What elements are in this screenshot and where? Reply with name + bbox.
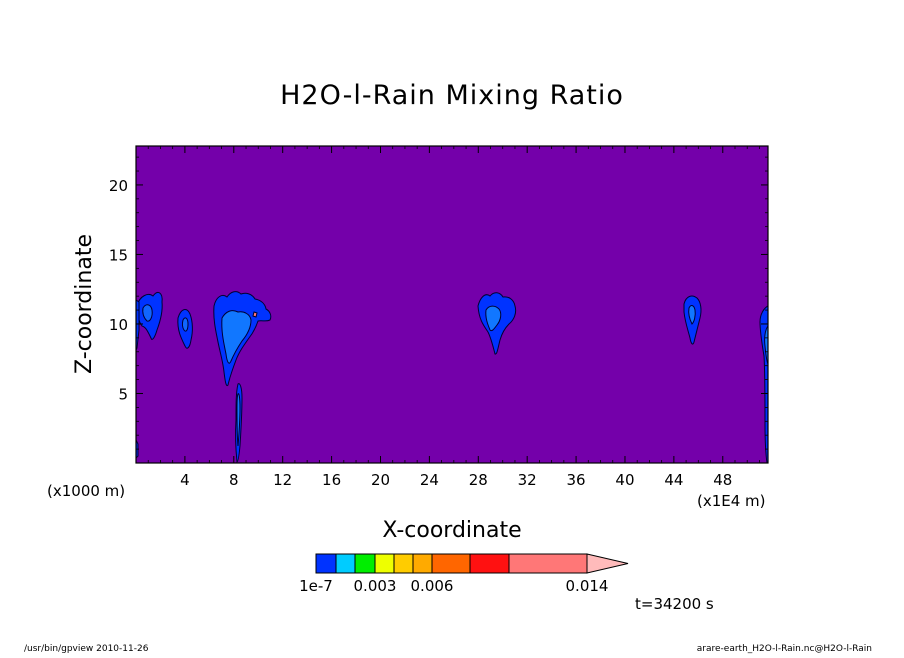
y-axis-title: Z-coordinate [72, 234, 97, 374]
x-tick-label: 40 [615, 471, 634, 489]
time-label: t=34200 s [635, 595, 714, 613]
x-tick-label: 44 [664, 471, 683, 489]
x-axis-title: X-coordinate [382, 518, 521, 543]
colorbar-swatch [354, 553, 376, 574]
colorbar-labels: 1e-7 0.003 0.006 0.014 [299, 577, 608, 595]
rain-cell-detail [252, 311, 258, 318]
colorbar-swatch [412, 553, 433, 574]
colorbar-swatch [335, 553, 356, 574]
chart-title: H2O-l-Rain Mixing Ratio [280, 80, 624, 111]
y-tick-label: 20 [109, 177, 128, 195]
x-tick-scale-label: (x1E4 m) [697, 492, 766, 510]
rain-cell-core [236, 393, 241, 447]
y-tick-label: 5 [118, 385, 128, 403]
colorbar-tick-label: 0.006 [411, 577, 454, 595]
colorbar-tick-label: 1e-7 [299, 577, 333, 595]
rain-cell-core [142, 304, 153, 322]
colorbar-swatch [469, 553, 510, 574]
rain-cell-core [485, 305, 502, 332]
y-tick-label: 15 [109, 246, 128, 264]
colorbar-swatch [508, 553, 588, 574]
footer-left: /usr/bin/gpview 2010-11-26 [24, 644, 149, 654]
x-tick-label: 48 [713, 471, 732, 489]
x-unit-label: (x1000 m) [47, 482, 125, 500]
x-tick-label: 4 [180, 471, 190, 489]
rain-cell-core [181, 317, 189, 332]
colorbar-tick-label: 0.003 [354, 577, 397, 595]
x-tick-label: 12 [273, 471, 292, 489]
colorbar-tick-label: 0.014 [566, 577, 609, 595]
rain-cell-core [688, 305, 696, 325]
colorbar [315, 553, 629, 574]
colorbar-swatch [315, 553, 337, 574]
colorbar-swatch [374, 553, 395, 574]
colorbar-extension [586, 553, 629, 574]
rain-contours [135, 291, 769, 464]
colorbar-swatch [431, 553, 471, 574]
x-tick-label: 32 [518, 471, 537, 489]
x-tick-label: 24 [420, 471, 439, 489]
y-tick-label: 10 [109, 316, 128, 334]
plot-frame [135, 145, 769, 464]
x-tick-label: 16 [322, 471, 341, 489]
x-tick-label: 36 [567, 471, 586, 489]
x-axis: 4 8 12 16 20 24 28 32 36 40 44 48 [147, 146, 760, 489]
footer-right: arare-earth_H2O-l-Rain.nc@H2O-l-Rain [697, 644, 872, 654]
rain-cell-core [221, 310, 252, 364]
x-tick-label: 28 [469, 471, 488, 489]
y-axis: 5 10 15 20 [109, 156, 768, 450]
colorbar-swatch [393, 553, 414, 574]
x-tick-label: 8 [229, 471, 239, 489]
x-tick-label: 20 [371, 471, 390, 489]
